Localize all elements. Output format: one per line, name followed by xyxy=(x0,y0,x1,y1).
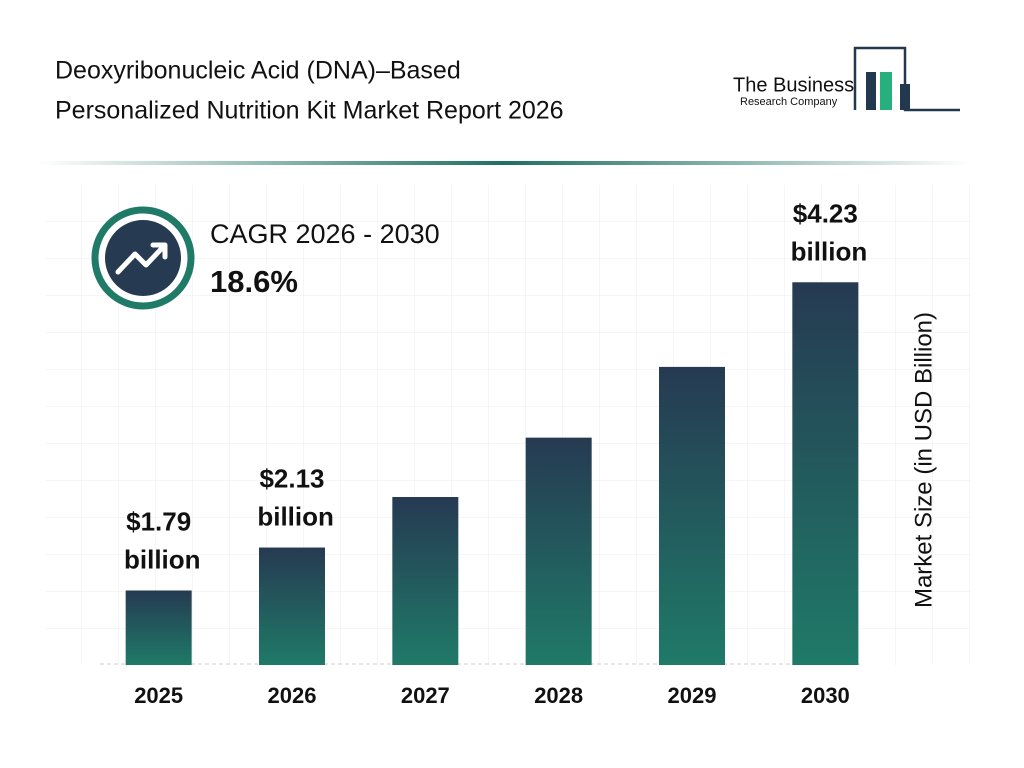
cagr-badge xyxy=(91,206,195,310)
cagr-value: 18.6% xyxy=(210,264,298,299)
bar xyxy=(259,547,325,665)
x-tick-label: 2030 xyxy=(801,683,850,708)
bar xyxy=(392,497,459,665)
chart-title-line-2: Personalized Nutrition Kit Market Report… xyxy=(55,97,564,125)
y-axis-title: Market Size (in USD Billion) xyxy=(910,312,937,608)
bar xyxy=(525,437,592,665)
value-label: $1.79 billion xyxy=(117,506,201,574)
logo: The Business Research Company xyxy=(733,46,960,112)
cagr-label: CAGR 2026 - 2030 xyxy=(210,219,440,249)
logo-name: The Business xyxy=(733,74,854,96)
x-tick-label: 2029 xyxy=(668,683,717,708)
bar xyxy=(792,282,859,665)
bar xyxy=(659,366,725,665)
x-tick-label: 2027 xyxy=(401,683,450,708)
x-tick-label: 2028 xyxy=(534,683,583,708)
value-label: $2.13 billion xyxy=(250,463,334,531)
x-tick-label: 2025 xyxy=(134,683,183,708)
chart-title-line-1: Deoxyribonucleic Acid (DNA)–Based xyxy=(55,57,461,85)
bar xyxy=(125,590,192,665)
x-tick-label: 2026 xyxy=(268,683,317,708)
divider xyxy=(40,161,970,165)
value-label: $4.23 billion xyxy=(783,198,867,266)
logo-subname: Research Company xyxy=(740,96,838,108)
